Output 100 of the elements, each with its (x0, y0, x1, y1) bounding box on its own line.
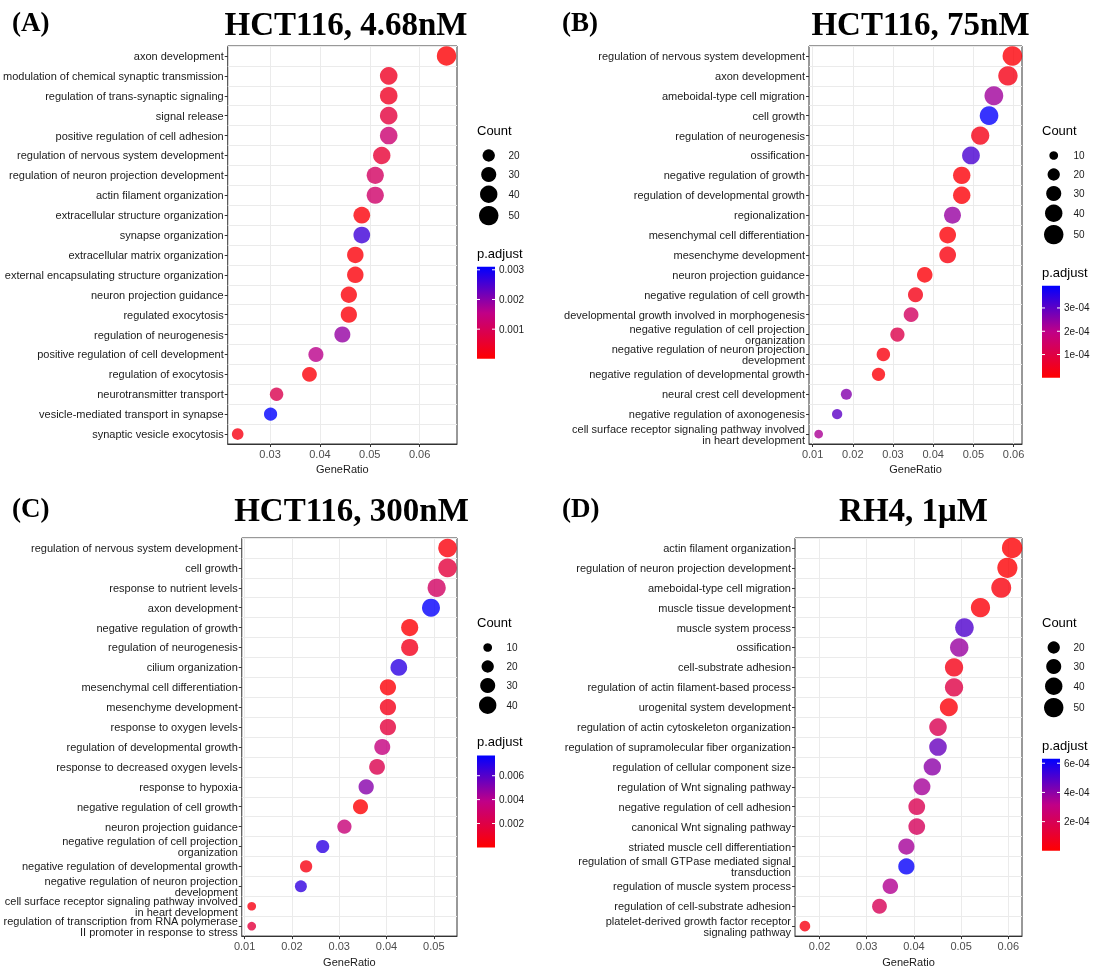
y-tick-label: regulation of actin filament-based process (587, 681, 792, 694)
y-tick-label: actin filament organization (663, 541, 791, 554)
y-tick-label: regulation of developmental growth (633, 189, 805, 202)
color-bar-label: 0.004 (499, 794, 525, 806)
x-axis-title: GeneRatio (316, 463, 369, 476)
color-bar-label: 0.006 (499, 770, 525, 782)
x-tick-label: 0.01 (801, 447, 824, 460)
x-tick-label: 0.05 (359, 447, 381, 460)
text: (B) (562, 6, 598, 37)
y-tick-label: ossification (750, 149, 805, 162)
x-tick-label: 0.05 (423, 939, 445, 952)
y-tick-label: canonical Wnt signaling pathway (631, 820, 792, 833)
legend-label: 40 (506, 699, 518, 711)
x-tick-label: 0.04 (375, 939, 398, 952)
y-tick-label: actin filament organization (95, 189, 224, 202)
y-tick-label: regulation of supramolecular fiber organization (564, 741, 791, 753)
chart-title: HCT116, 300nM (234, 491, 469, 528)
y-tick-label: positive regulation of cell development (37, 348, 224, 361)
y-tick-label: platelet-derived growth factor receptor signaling pathway (605, 914, 792, 938)
color-bar-label: 0.001 (499, 323, 525, 335)
legend-label: 40 (508, 188, 521, 200)
y-tick-label: mesenchyme development (106, 701, 238, 714)
y-tick-label: neuron projection guidance (105, 820, 238, 833)
y-tick-label: neural crest cell development (661, 388, 805, 401)
y-tick-label: developmental growth involved in morphogenesis (564, 308, 806, 321)
y-tick-label: response to oxygen levels (110, 721, 239, 734)
x-tick-label: 0.01 (233, 939, 256, 952)
x-axis-title: GeneRatio (882, 955, 935, 968)
y-tick-label: regulation of neurogenesis (108, 641, 239, 654)
x-tick-label: 0.03 (259, 447, 281, 460)
legend-label: 30 (1073, 188, 1086, 199)
color-bar-label: 2e-04 (1064, 325, 1091, 337)
chart-title: HCT116, 4.68nM (224, 5, 468, 42)
y-tick-label: regulation of nervous system development (17, 149, 224, 162)
y-tick-label: negative regulation of developmental growth (589, 368, 805, 381)
legend-label: 20 (506, 661, 518, 672)
y-tick-label: regulation of neurogenesis (94, 328, 225, 341)
y-tick-label: cell-substrate adhesion (677, 661, 791, 674)
legend-label: 20 (508, 150, 521, 161)
y-tick-label: muscle system process (676, 621, 792, 634)
y-tick-label: neurotransmitter transport (97, 388, 224, 401)
y-tick-label: regulation of nervous system development (31, 541, 238, 554)
y-tick-label: regulation of developmental growth (66, 741, 238, 753)
x-tick-label: 0.02 (808, 939, 831, 952)
y-tick-label: negative regulation of cell growth (76, 800, 238, 813)
color-bar-label: 3e-04 (1064, 302, 1091, 314)
y-tick-label: negative regulation of cell projection organization (62, 835, 238, 859)
y-tick-label: regulation of neurogenesis (675, 129, 806, 142)
x-tick-label: 0.05 (962, 447, 985, 460)
legend-title: Count (1042, 123, 1078, 138)
y-tick-label: synapse organization (119, 229, 224, 242)
y-tick-label: regulated exocytosis (123, 308, 225, 321)
y-tick-label: ameboidal-type cell migration (647, 581, 791, 594)
x-tick-label: 0.03 (882, 447, 904, 460)
legend-label: 30 (1073, 661, 1086, 672)
text: (A) (12, 6, 50, 37)
color-bar-label: 0.002 (499, 293, 525, 305)
y-tick-label: regulation of small GTPase mediated signal transduction (578, 854, 791, 878)
x-tick-label: 0.05 (950, 939, 972, 952)
color-bar-label: 0.003 (499, 264, 525, 276)
y-tick-label: regulation of nervous system development (598, 49, 805, 62)
y-tick-label: vesicle-mediated transport in synapse (39, 408, 224, 421)
legend-label: 30 (508, 169, 521, 180)
y-tick-label: ameboidal-type cell migration (661, 89, 805, 102)
y-tick-label: extracellular structure organization (55, 209, 224, 222)
text: (D) (562, 492, 600, 523)
x-tick-label: 0.03 (328, 939, 350, 952)
legend-label: 50 (1073, 229, 1086, 241)
legend-label: 30 (506, 680, 518, 691)
y-tick-label: regulation of cellular component size (612, 760, 791, 773)
legend-label: 10 (1073, 150, 1086, 161)
x-tick-label: 0.04 (922, 447, 944, 460)
y-tick-label: response to hypoxia (139, 780, 239, 793)
color-bar-label: 6e-04 (1064, 757, 1091, 769)
x-tick-label: 0.06 (997, 939, 1020, 952)
y-tick-label: cell growth (752, 109, 805, 122)
y-tick-label: positive regulation of cell adhesion (55, 129, 224, 142)
y-tick-label: synaptic vesicle exocytosis (92, 428, 225, 441)
x-tick-label: 0.03 (856, 939, 878, 952)
y-tick-label: response to decreased oxygen levels (56, 760, 239, 773)
color-bar-label: 2e-04 (1064, 816, 1091, 828)
color-bar-label: 4e-04 (1064, 786, 1091, 798)
color-bar-label: 1e-04 (1064, 349, 1091, 361)
color-bar-title: p.adjust (477, 245, 523, 261)
y-tick-label: neuron projection guidance (672, 268, 805, 281)
y-tick-label: negative regulation of growth (663, 169, 805, 182)
legend-label: 50 (508, 210, 521, 222)
y-tick-label: external encapsulating structure organization (4, 268, 224, 281)
legend-label: 10 (506, 642, 518, 653)
legend-label: 20 (1073, 169, 1086, 180)
y-tick-label: muscle tissue development (658, 601, 791, 614)
legend-label: 40 (1073, 207, 1086, 219)
x-axis-title: GeneRatio (323, 955, 376, 968)
x-tick-label: 0.06 (1002, 447, 1025, 460)
legend-title: Count (1042, 615, 1078, 630)
y-tick-label: extracellular matrix organization (68, 248, 224, 261)
color-bar-label: 0.002 (499, 818, 525, 829)
chart-title: RH4, 1μM (839, 491, 988, 528)
y-tick-label: axon development (147, 601, 238, 614)
y-tick-label: regulation of trans-synaptic signaling (45, 89, 224, 102)
